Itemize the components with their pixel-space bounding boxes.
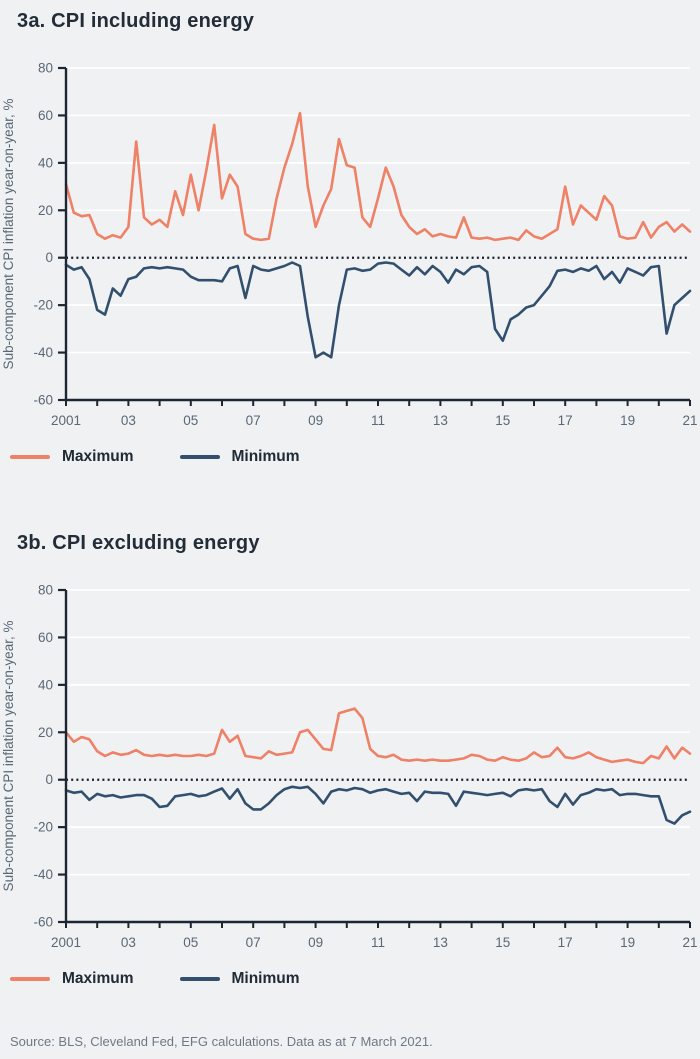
- legend-label-minimum: Minimum: [231, 970, 300, 987]
- svg-text:19: 19: [620, 935, 635, 950]
- chart-3b-plot: 80 60 40 20 0 -20 -40 -60 2001 03 05 07 09 11 13 15 17 19…: [1, 583, 698, 951]
- svg-text:15: 15: [495, 935, 510, 950]
- svg-text:80: 80: [38, 583, 53, 598]
- legend-label-minimum: Minimum: [231, 448, 300, 465]
- legend-item-minimum: Minimum: [179, 970, 300, 988]
- chart-3a-section: 3a. CPI including energy 80 60 40 20 0 -20 -40…: [0, 0, 700, 468]
- svg-text:19: 19: [620, 413, 635, 428]
- svg-text:Sub-component CPI inflation ye: Sub-component CPI inflation year-on-year…: [1, 621, 16, 892]
- maximum-line-swatch: [10, 455, 50, 459]
- svg-text:21: 21: [682, 413, 697, 428]
- svg-text:09: 09: [308, 413, 323, 428]
- svg-text:-20: -20: [33, 820, 53, 835]
- svg-text:21: 21: [682, 935, 697, 950]
- chart-3b-legend: Maximum Minimum: [10, 968, 700, 990]
- chart-3b-section: 3b. CPI excluding energy 80 60 40 20 0 -20 -40…: [0, 522, 700, 990]
- svg-text:-40: -40: [33, 867, 53, 882]
- svg-text:15: 15: [495, 413, 510, 428]
- svg-text:09: 09: [308, 935, 323, 950]
- legend-item-minimum: Minimum: [179, 448, 300, 466]
- svg-text:13: 13: [433, 413, 448, 428]
- chart-3a-legend: Maximum Minimum: [10, 446, 700, 468]
- figure-footer: Source: BLS, Cleveland Fed, EFG calculat…: [0, 1034, 700, 1049]
- svg-text:03: 03: [121, 935, 136, 950]
- svg-text:40: 40: [38, 155, 53, 170]
- svg-text:13: 13: [433, 935, 448, 950]
- legend-item-maximum: Maximum: [10, 970, 134, 988]
- svg-text:-40: -40: [33, 345, 53, 360]
- svg-text:03: 03: [121, 413, 136, 428]
- svg-text:-60: -60: [33, 393, 53, 408]
- svg-text:20: 20: [38, 725, 53, 740]
- svg-text:05: 05: [183, 413, 198, 428]
- svg-text:-20: -20: [33, 298, 53, 313]
- svg-text:-60: -60: [33, 915, 53, 930]
- legend-label-maximum: Maximum: [62, 970, 134, 987]
- chart-3a-title: 3a. CPI including energy: [17, 10, 255, 32]
- svg-text:0: 0: [45, 250, 53, 265]
- svg-text:07: 07: [246, 935, 261, 950]
- svg-text:11: 11: [371, 935, 385, 950]
- svg-text:0: 0: [45, 772, 53, 787]
- maximum-line-swatch: [10, 977, 50, 981]
- chart-3b-title: 3b. CPI excluding energy: [17, 532, 260, 554]
- chart-3a-plot: 80 60 40 20 0 -20 -40 -60 2001 03 05 07 09 11 13 15 17 19…: [1, 61, 698, 429]
- svg-text:40: 40: [38, 677, 53, 692]
- svg-text:60: 60: [38, 630, 53, 645]
- svg-text:80: 80: [38, 61, 53, 76]
- svg-text:2001: 2001: [51, 935, 81, 950]
- svg-text:11: 11: [371, 413, 385, 428]
- svg-text:60: 60: [38, 108, 53, 123]
- svg-text:2001: 2001: [51, 413, 81, 428]
- legend-item-maximum: Maximum: [10, 448, 134, 466]
- svg-text:17: 17: [558, 935, 573, 950]
- source-note: Source: BLS, Cleveland Fed, EFG calculat…: [10, 1034, 433, 1049]
- svg-text:Sub-component CPI inflation ye: Sub-component CPI inflation year-on-year…: [1, 99, 16, 370]
- svg-text:17: 17: [558, 413, 573, 428]
- legend-label-maximum: Maximum: [62, 448, 134, 465]
- svg-text:07: 07: [246, 413, 261, 428]
- minimum-line-swatch: [179, 977, 220, 981]
- svg-text:20: 20: [38, 203, 53, 218]
- svg-text:05: 05: [183, 935, 198, 950]
- minimum-line-swatch: [179, 455, 220, 459]
